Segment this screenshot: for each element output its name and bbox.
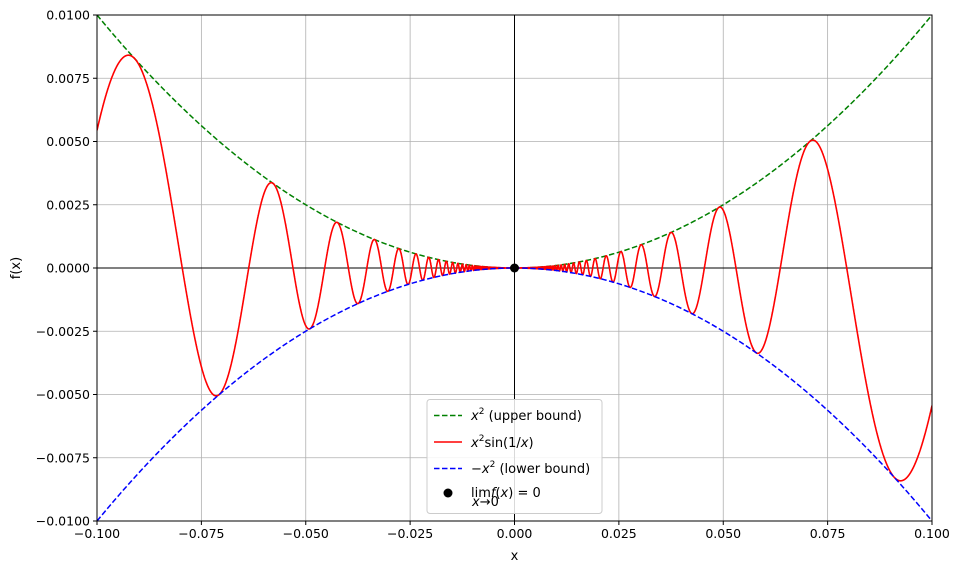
x-tick-label: 0.050	[705, 526, 741, 541]
y-tick-label: 0.0100	[46, 8, 90, 23]
plot-area	[97, 15, 932, 521]
x-tick-label: 0.025	[601, 526, 637, 541]
y-tick-label: −0.0025	[36, 324, 90, 339]
limit-point-marker	[510, 263, 519, 273]
x-tick-label: −0.075	[178, 526, 224, 541]
legend-entry-limit: limf(x) = 0	[471, 486, 541, 501]
y-axis-label: f(x)	[9, 257, 24, 279]
x-tick-label: −0.050	[283, 526, 329, 541]
legend-entry-limit-subscript: x→0	[471, 495, 499, 510]
legend-box	[426, 399, 603, 514]
x-tick-label: −0.100	[74, 526, 120, 541]
y-tick-label: −0.0100	[36, 514, 90, 529]
legend-swatch-limit-marker	[443, 488, 453, 498]
ticks: −0.100 −0.075 −0.050 −0.025 0.000 0.025 0.050 0…	[36, 8, 950, 542]
y-tick-label: 0.0025	[46, 197, 90, 212]
y-tick-label: −0.0050	[36, 387, 90, 402]
y-tick-label: 0.0050	[46, 134, 90, 149]
y-tick-label: 0.0000	[46, 261, 90, 276]
y-tick-label: −0.0075	[36, 450, 90, 465]
x-tick-label: −0.025	[387, 526, 433, 541]
x-tick-label: 0.075	[810, 526, 846, 541]
x-tick-label: 0.000	[497, 526, 533, 541]
legend-entry-lower-bound: −x2 (lower bound)	[471, 460, 590, 477]
legend: x2 (upper bound) x2sin(1/x) −x2 (lower b…	[426, 399, 603, 514]
x-axis-label: x	[511, 549, 519, 564]
x-tick-label: 0.100	[914, 526, 950, 541]
y-tick-label: 0.0075	[46, 71, 90, 86]
legend-entry-curve: x2sin(1/x)	[470, 434, 534, 451]
legend-entry-upper-bound: x2 (upper bound)	[470, 407, 582, 424]
